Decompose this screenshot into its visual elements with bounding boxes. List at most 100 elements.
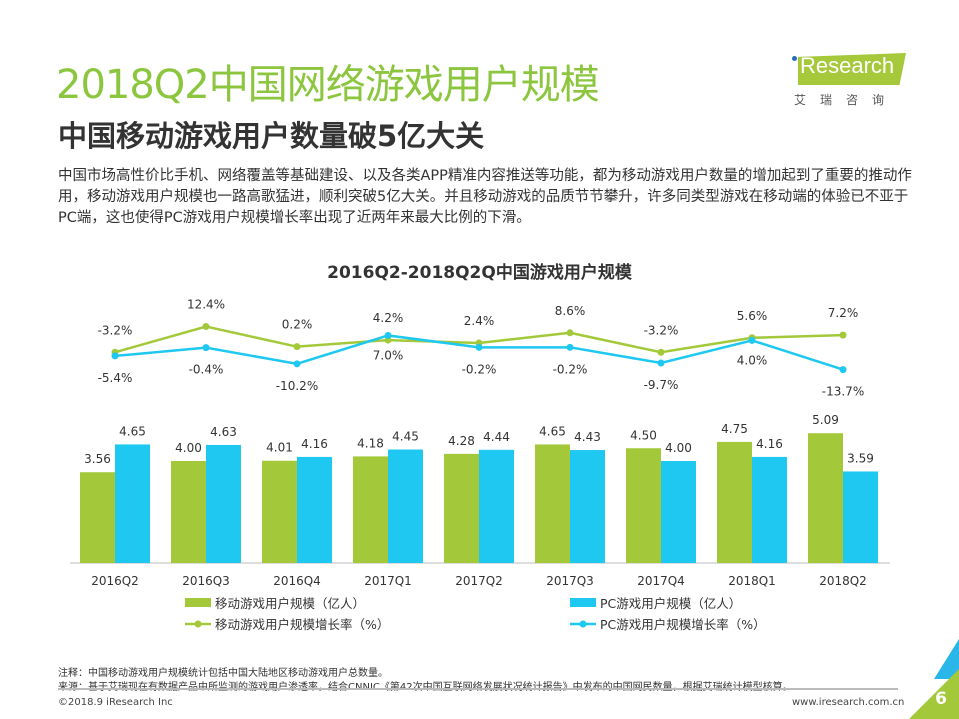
source-text: 来源：基于艾瑞现在有数据产品中所监测的游戏用户渗透率，结合CNNIC《第42次中… <box>58 678 793 693</box>
logo-cn-text: 艾瑞咨询 <box>794 93 899 107</box>
line-label: -9.7% <box>644 378 679 392</box>
line-label: 0.2% <box>282 318 313 332</box>
iresearch-logo: Research 艾瑞咨询 <box>792 48 917 112</box>
page-number: 6 <box>935 689 947 709</box>
x-tick-label: 2017Q1 <box>364 574 412 588</box>
line-point <box>202 323 210 331</box>
legend-marker <box>579 620 587 628</box>
line-label: -0.2% <box>462 362 497 376</box>
line-label: -5.4% <box>98 371 133 385</box>
legend-label: PC游戏用户规模增长率（%） <box>600 617 766 632</box>
line-point <box>293 360 301 368</box>
line-point <box>748 336 756 344</box>
bar-label: 4.43 <box>574 430 601 444</box>
bar-pc <box>297 456 332 563</box>
line-label: -13.7% <box>822 385 864 399</box>
line-label: -3.2% <box>98 323 133 337</box>
line-label: 8.6% <box>555 304 586 318</box>
bar-label: 4.16 <box>756 437 783 451</box>
x-tick-label: 2016Q3 <box>182 574 230 588</box>
line-point <box>839 366 847 374</box>
line-label: -10.2% <box>276 379 318 393</box>
x-tick-label: 2016Q4 <box>273 574 321 588</box>
bar-label: 5.09 <box>812 413 839 427</box>
line-label: -3.2% <box>644 323 679 337</box>
line-point <box>657 348 665 356</box>
line-label: 12.4% <box>187 298 225 312</box>
legend-marker <box>194 620 202 628</box>
legend-swatch <box>570 598 596 607</box>
bar-label: 4.44 <box>483 430 510 444</box>
line-label: 4.0% <box>737 353 768 367</box>
legend-label: 移动游戏用户规模增长率（%） <box>215 617 389 632</box>
line-label: -0.2% <box>553 362 588 376</box>
chart: 2016Q2 3.56 4.65 2016Q3 4.00 4.63 2016Q4 4.01 4.… <box>70 298 890 632</box>
x-tick-label: 2018Q1 <box>728 574 776 588</box>
copyright: ©2018.9 iResearch Inc <box>58 697 173 708</box>
line-point <box>384 331 392 339</box>
chart-title: 2016Q2-2018Q2Q中国游戏用户规模 <box>327 263 632 283</box>
legend-label: 移动游戏用户规模（亿人） <box>215 596 365 611</box>
line-label: 7.0% <box>373 348 404 362</box>
line-point <box>111 352 119 360</box>
bar-label: 4.63 <box>210 425 237 439</box>
bar-pc <box>115 444 150 563</box>
line-point <box>657 359 665 367</box>
line-label: 7.2% <box>828 306 859 320</box>
description: 中国市场高性价比手机、网络覆盖等基础建设、以及各类APP精准内容推送等功能，都为… <box>58 168 912 226</box>
bar-label: 4.28 <box>448 434 475 448</box>
bar-label: 4.75 <box>721 422 748 436</box>
divider <box>58 688 898 690</box>
line-label: 2.4% <box>464 314 495 328</box>
legend-label: PC游戏用户规模（亿人） <box>600 596 741 611</box>
x-tick-label: 2017Q3 <box>546 574 594 588</box>
bar-pc <box>388 449 423 563</box>
x-tick-label: 2017Q4 <box>637 574 685 588</box>
bar-mobile <box>626 448 661 563</box>
bar-label: 4.50 <box>630 428 657 442</box>
bar-mobile <box>171 461 206 563</box>
corner-decoration <box>909 639 959 719</box>
bar-mobile <box>535 444 570 563</box>
line-label: 4.2% <box>373 311 404 325</box>
line-point <box>566 343 574 351</box>
bar-label: 3.59 <box>847 451 874 465</box>
x-tick-label: 2018Q2 <box>819 574 867 588</box>
bar-mobile <box>808 433 843 563</box>
legend-swatch <box>185 598 211 607</box>
x-tick-label: 2017Q2 <box>455 574 503 588</box>
bar-label: 4.16 <box>301 437 328 451</box>
bar-pc <box>752 456 787 563</box>
line-label: 5.6% <box>737 309 768 323</box>
line-point <box>475 343 483 351</box>
bar-label: 4.00 <box>175 441 202 455</box>
bar-mobile <box>80 472 115 563</box>
bar-label: 4.45 <box>392 430 419 444</box>
page-subtitle: 中国移动游戏用户数量破5亿大关 <box>58 119 485 153</box>
bar-mobile <box>717 441 752 563</box>
page-title: 2018Q2中国网络游戏用户规模 <box>56 62 600 108</box>
line-point <box>566 329 574 337</box>
line-point <box>839 331 847 339</box>
bar-mobile <box>353 456 388 563</box>
bar-label: 4.65 <box>539 424 566 438</box>
footer-url[interactable]: www.iresearch.com.cn <box>792 697 905 708</box>
x-tick-label: 2016Q2 <box>91 574 139 588</box>
bar-label: 4.00 <box>665 441 692 455</box>
bar-pc <box>479 449 514 563</box>
bar-label: 4.65 <box>119 424 146 438</box>
line-label: -0.4% <box>189 363 224 377</box>
bar-pc <box>570 450 605 563</box>
bar-pc <box>843 471 878 563</box>
bar-pc <box>206 444 241 563</box>
line-point <box>202 344 210 352</box>
line-point <box>293 343 301 351</box>
bar-mobile <box>444 453 479 563</box>
bar-label: 3.56 <box>84 452 111 466</box>
bar-pc <box>661 461 696 563</box>
bar-mobile <box>262 460 297 563</box>
bar-label: 4.18 <box>357 436 384 450</box>
note-text: 注释：中国移动游戏用户规模统计包括中国大陆地区移动游戏用户总数量。 <box>58 668 388 679</box>
bar-label: 4.01 <box>266 441 293 455</box>
